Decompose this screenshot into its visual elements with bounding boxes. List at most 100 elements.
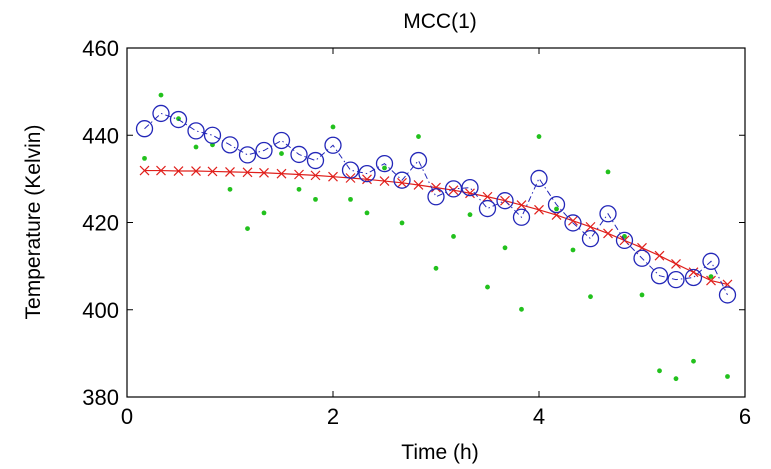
green-dot-point bbox=[673, 376, 679, 382]
blue-circle-marker bbox=[702, 252, 720, 270]
red-x-marker bbox=[207, 166, 218, 177]
green-dot-point bbox=[451, 234, 456, 239]
green-dot-point bbox=[519, 306, 524, 312]
blue-circle-marker bbox=[615, 231, 634, 250]
red-x-marker bbox=[191, 166, 201, 176]
blue-circle-marker bbox=[530, 169, 548, 188]
green-dot-point bbox=[639, 292, 645, 298]
blue-circle-marker bbox=[684, 268, 703, 287]
blue-circle-marker bbox=[375, 154, 394, 173]
blue-circle-marker bbox=[478, 199, 497, 218]
red-x-marker bbox=[294, 169, 304, 180]
x-tick-label: 6 bbox=[739, 404, 751, 429]
blue-circle-marker bbox=[135, 120, 154, 138]
y-tick-label: 420 bbox=[82, 211, 119, 236]
y-axis-label: Temperature (Kelvin) bbox=[22, 125, 45, 320]
blue-circle-marker bbox=[718, 286, 737, 304]
blue-circle-marker bbox=[238, 146, 257, 164]
green-dot-point bbox=[142, 155, 147, 161]
red-x-marker bbox=[397, 177, 407, 188]
green-dot-point bbox=[502, 245, 508, 251]
blue-circle-marker bbox=[633, 249, 651, 267]
red-x-marker bbox=[242, 167, 253, 178]
blue-series-line bbox=[144, 112, 728, 296]
green-dot-point bbox=[158, 92, 164, 98]
red-x-marker bbox=[585, 221, 596, 232]
green-dot-point bbox=[382, 165, 387, 171]
blue-circle-marker bbox=[667, 270, 685, 289]
blue-circle-marker bbox=[650, 267, 669, 285]
red-x-marker bbox=[139, 165, 150, 176]
red-x-marker bbox=[362, 174, 372, 185]
red-x-marker bbox=[225, 166, 235, 177]
red-x-marker bbox=[671, 259, 681, 269]
green-dot-point bbox=[691, 358, 696, 364]
green-dot-point bbox=[296, 186, 302, 192]
blue-circle-marker bbox=[581, 229, 600, 248]
red-x-marker bbox=[448, 185, 459, 196]
red-x-marker bbox=[482, 191, 493, 202]
green-dot-point bbox=[725, 374, 730, 379]
series-blue-circles bbox=[135, 104, 737, 304]
red-x-marker bbox=[379, 176, 390, 186]
green-dot-point bbox=[245, 226, 250, 232]
green-dot-point bbox=[588, 294, 593, 300]
green-dot-point bbox=[399, 220, 405, 226]
red-x-marker bbox=[534, 204, 544, 215]
series-layer bbox=[135, 92, 737, 382]
x-tick-label: 0 bbox=[121, 404, 133, 429]
blue-circle-marker bbox=[290, 145, 308, 164]
green-dot-point bbox=[657, 368, 662, 374]
x-tick-label: 2 bbox=[327, 404, 339, 429]
red-x-marker bbox=[156, 165, 166, 176]
series-green-dots bbox=[142, 92, 730, 382]
red-x-marker bbox=[568, 215, 578, 226]
x-tick-label: 4 bbox=[533, 404, 545, 429]
red-x-marker bbox=[259, 167, 269, 178]
blue-circle-marker bbox=[461, 178, 479, 197]
axis-ticks: 0 2 4 6 380 400 420 440 460 bbox=[82, 36, 751, 429]
blue-circle-marker bbox=[427, 188, 445, 206]
green-dot-point bbox=[554, 206, 559, 212]
green-dot-point bbox=[330, 124, 336, 130]
blue-circle-marker bbox=[203, 126, 222, 144]
red-x-marker bbox=[173, 166, 184, 176]
green-dot-point bbox=[416, 134, 421, 139]
red-x-marker bbox=[516, 200, 527, 210]
green-dot-point bbox=[485, 284, 490, 290]
blue-circle-marker bbox=[409, 151, 428, 170]
green-dot-point bbox=[708, 274, 714, 279]
y-tick-label: 380 bbox=[82, 385, 119, 410]
blue-circle-marker bbox=[255, 141, 273, 160]
blue-circle-marker bbox=[341, 161, 360, 179]
blue-circle-marker bbox=[547, 195, 566, 214]
blue-circle-marker bbox=[272, 131, 291, 150]
blue-circle-marker bbox=[393, 171, 411, 189]
blue-circle-marker bbox=[169, 110, 188, 129]
green-dot-point bbox=[570, 247, 576, 253]
blue-circle-marker bbox=[187, 122, 205, 140]
y-tick-label: 400 bbox=[82, 298, 119, 323]
blue-circle-marker bbox=[221, 136, 239, 154]
green-dot-point bbox=[261, 210, 267, 216]
green-dot-point bbox=[279, 151, 284, 156]
green-dot-point bbox=[193, 144, 199, 150]
x-axis-label: Time (h) bbox=[401, 441, 478, 464]
red-x-marker bbox=[688, 267, 699, 278]
blue-circle-marker bbox=[358, 164, 376, 183]
blue-circle-marker bbox=[152, 104, 170, 123]
red-x-marker bbox=[654, 250, 665, 261]
red-x-marker bbox=[603, 228, 613, 239]
green-dot-point bbox=[364, 210, 370, 216]
red-x-marker bbox=[310, 170, 321, 181]
red-x-marker bbox=[465, 188, 475, 199]
blue-circle-marker bbox=[564, 214, 582, 232]
y-tick-label: 440 bbox=[82, 123, 119, 148]
red-x-marker bbox=[276, 168, 287, 179]
green-dot-point bbox=[348, 196, 353, 202]
y-tick-label: 460 bbox=[82, 36, 119, 61]
blue-circle-marker bbox=[324, 136, 342, 154]
green-dot-point bbox=[313, 196, 318, 202]
blue-circle-marker bbox=[599, 205, 617, 223]
